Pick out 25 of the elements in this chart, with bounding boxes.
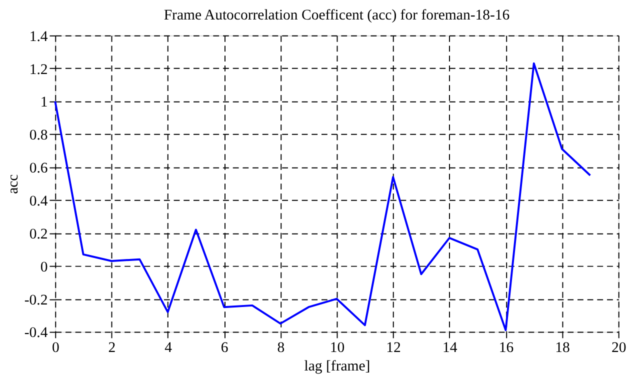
x-tick-label: 0 [52, 340, 60, 356]
x-tick-label: 18 [555, 340, 570, 356]
y-tick-label: 0.8 [29, 128, 48, 144]
y-tick-label: 0.4 [29, 193, 48, 210]
y-tick-label: 1 [40, 94, 48, 111]
x-tick-label: 16 [498, 340, 514, 356]
x-axis-title: lag [frame] [304, 358, 370, 375]
x-tick-label: 8 [277, 340, 285, 356]
y-tick-label: -0.2 [24, 292, 48, 308]
x-tick-label: 6 [220, 340, 228, 356]
y-tick-label: 0.2 [29, 226, 48, 242]
x-tick-label: 12 [386, 340, 401, 356]
y-axis-title: acc [5, 174, 22, 194]
x-tick-label: 20 [611, 340, 626, 356]
chart-title: Frame Autocorrelation Coefficent (acc) for foreman-18-16 [164, 8, 510, 24]
x-tick-label: 10 [330, 340, 345, 356]
y-tick-label: 0.6 [29, 160, 48, 177]
y-tick-label: 1.4 [29, 28, 48, 45]
y-tick-label: 1.2 [29, 62, 48, 78]
x-tick-label: 2 [108, 340, 116, 356]
line-series [54, 62, 592, 332]
y-tick-label: -0.4 [24, 325, 48, 342]
y-tick-label: 0 [40, 259, 48, 276]
x-tick-label: 14 [442, 340, 458, 356]
x-tick-label: 4 [164, 340, 173, 356]
